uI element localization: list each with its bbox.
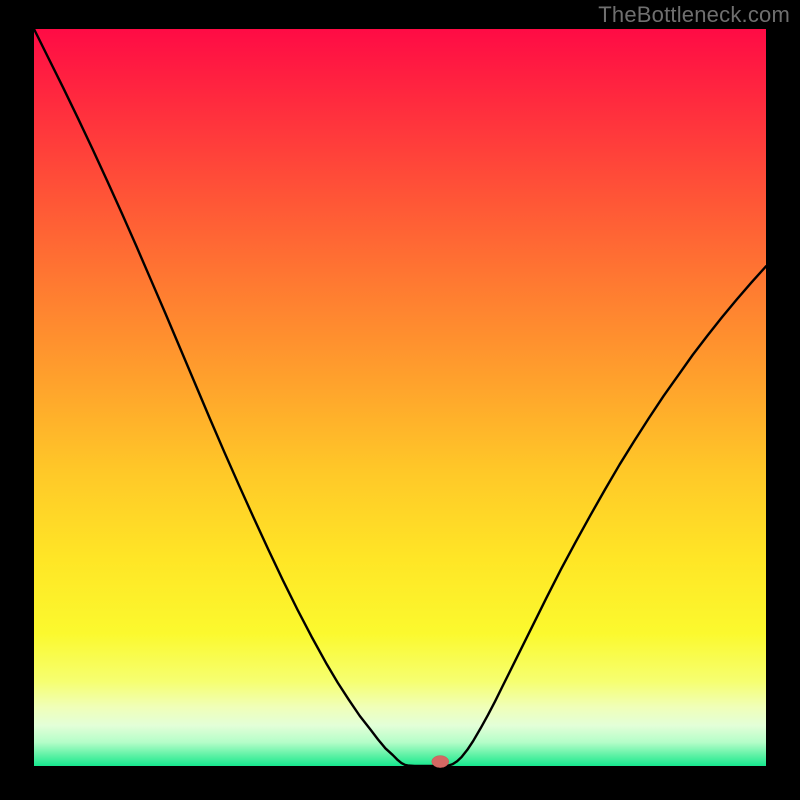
optimum-marker [432, 756, 449, 768]
bottleneck-chart [0, 0, 800, 800]
chart-container: TheBottleneck.com [0, 0, 800, 800]
watermark-text: TheBottleneck.com [598, 2, 790, 28]
plot-area [34, 29, 766, 766]
